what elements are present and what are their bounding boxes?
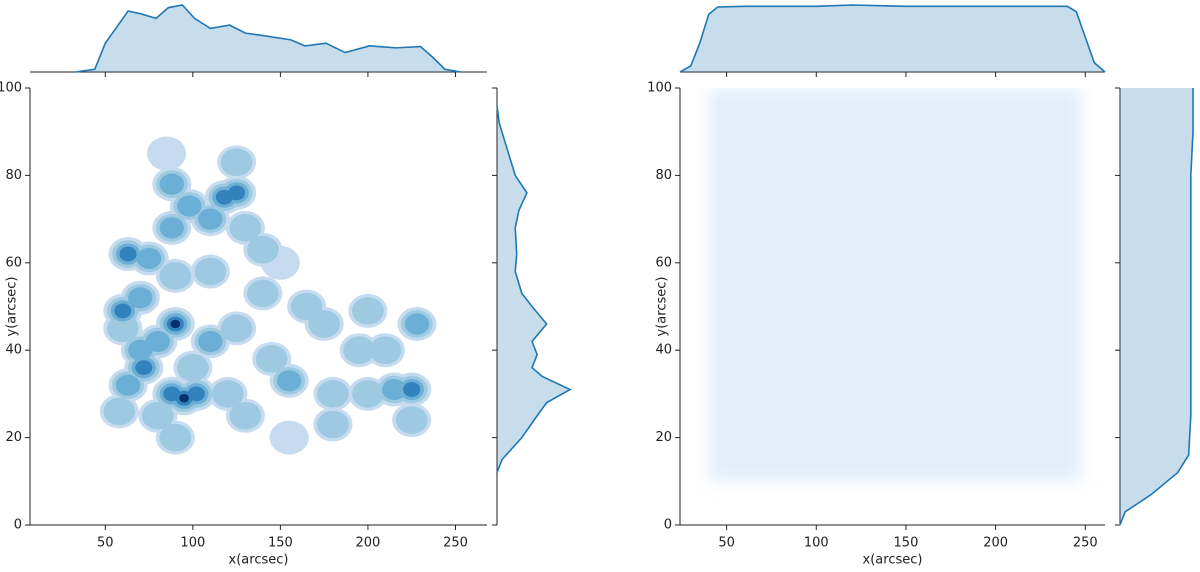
contour xyxy=(317,410,349,439)
density-line xyxy=(1119,88,1194,526)
contour xyxy=(136,247,162,270)
density-fill xyxy=(680,5,1105,72)
contour xyxy=(352,380,384,408)
x-tick-label: 50 xyxy=(97,536,114,551)
contour xyxy=(229,214,262,242)
density-fill xyxy=(497,105,570,473)
density-fill xyxy=(75,5,461,72)
y-tick-label: 0 xyxy=(664,518,672,533)
contour xyxy=(177,195,202,217)
contour xyxy=(159,423,192,452)
y-tick-label: 40 xyxy=(5,343,22,358)
contour xyxy=(179,394,189,403)
y-tick-label: 100 xyxy=(0,81,22,96)
contour xyxy=(128,339,153,361)
density-line xyxy=(496,105,572,473)
contour xyxy=(141,401,174,430)
y-tick-label: 60 xyxy=(655,255,672,270)
y-tick-label: 100 xyxy=(647,81,672,96)
density-fill xyxy=(1120,88,1193,525)
contour xyxy=(269,420,309,455)
contour xyxy=(220,148,253,177)
x-tick-label: 100 xyxy=(804,536,829,551)
contour xyxy=(198,330,223,353)
contour xyxy=(115,374,141,396)
contour xyxy=(395,406,428,434)
contour xyxy=(220,314,253,343)
contour xyxy=(247,279,279,308)
contour xyxy=(247,235,279,264)
density-region xyxy=(708,88,1082,482)
y-tick-label: 60 xyxy=(5,255,22,270)
y-tick-label: 20 xyxy=(655,430,672,445)
density-line xyxy=(75,4,461,73)
contour xyxy=(128,287,153,309)
joint-plot: 50 100 150 200 250 0 20 40 60 80 100 x(arcsec) y(arc… xyxy=(0,4,572,568)
contour xyxy=(147,136,187,171)
contour xyxy=(404,313,430,335)
x-tick-label: 100 xyxy=(180,536,205,551)
contour xyxy=(403,382,421,397)
contour xyxy=(343,336,376,365)
contour xyxy=(211,380,244,408)
contour xyxy=(229,401,262,430)
y-axis-label: y(arcsec) xyxy=(655,277,670,337)
contour xyxy=(163,386,181,402)
x-axis-label: x(arcsec) xyxy=(863,553,923,568)
x-axis-label: x(arcsec) xyxy=(229,553,289,568)
contour xyxy=(119,246,137,262)
y-tick-label: 20 xyxy=(5,430,22,445)
x-tick-label: 50 xyxy=(718,536,735,551)
x-tick-label: 200 xyxy=(983,536,1008,551)
y-tick-label: 80 xyxy=(655,168,672,183)
y-tick-label: 80 xyxy=(5,168,22,183)
contour xyxy=(228,185,246,201)
y-tick-label: 0 xyxy=(14,518,22,533)
contour xyxy=(187,386,205,402)
plot-area xyxy=(708,88,1082,482)
contour xyxy=(317,380,349,408)
x-tick-label: 200 xyxy=(356,536,381,551)
contour xyxy=(198,208,223,230)
contour xyxy=(194,257,227,286)
contour xyxy=(159,217,185,239)
joint-plot: 50 100 150 200 250 0 20 40 60 80 100 x(arcsec) y(arc… xyxy=(647,4,1194,568)
contour xyxy=(170,319,181,329)
contour xyxy=(255,345,288,373)
density-line xyxy=(679,4,1106,73)
contour xyxy=(352,297,384,325)
x-tick-label: 250 xyxy=(443,536,468,551)
contour xyxy=(308,310,341,338)
contour xyxy=(135,360,153,376)
contour xyxy=(369,336,402,365)
contour xyxy=(106,314,139,343)
contour xyxy=(159,173,185,195)
y-axis-label: y(arcsec) xyxy=(5,277,20,337)
y-tick-label: 40 xyxy=(655,343,672,358)
x-tick-label: 250 xyxy=(1073,536,1098,551)
contour xyxy=(103,397,136,426)
x-tick-label: 150 xyxy=(268,536,293,551)
contour xyxy=(114,303,132,319)
contour xyxy=(382,378,407,401)
contour xyxy=(276,370,302,392)
contour xyxy=(159,262,192,290)
contour xyxy=(176,353,209,382)
x-tick-label: 150 xyxy=(894,536,919,551)
